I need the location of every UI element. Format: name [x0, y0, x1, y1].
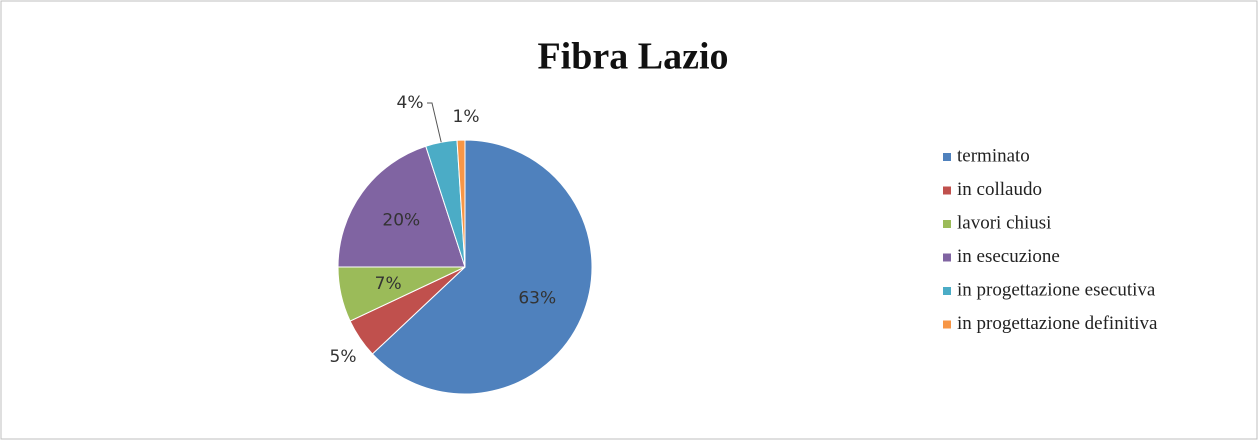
data-label: 1% — [453, 107, 480, 127]
legend-label: in collaudo — [957, 179, 1042, 200]
data-label: 4% — [397, 93, 424, 113]
data-label: 63% — [518, 288, 556, 308]
legend-swatch — [943, 186, 951, 195]
legend-label: in esecuzione — [957, 246, 1060, 267]
pie-slice — [456, 139, 466, 268]
legend-label: lavori chiusi — [957, 212, 1051, 233]
legend-swatch — [943, 153, 951, 161]
legend-swatch — [943, 253, 951, 262]
data-label: 5% — [330, 347, 357, 367]
pie-slice — [337, 145, 466, 268]
legend-label: in progettazione definitiva — [957, 313, 1158, 334]
legend-swatch — [943, 287, 951, 295]
legend-swatch — [943, 320, 951, 329]
chart-title: Fibra Lazio — [537, 36, 728, 78]
data-label: 7% — [375, 274, 402, 294]
leader-line — [427, 102, 442, 143]
legend-label: in progettazione esecutiva — [957, 279, 1156, 300]
legend-swatch — [943, 220, 951, 228]
pie-slice — [371, 139, 593, 395]
legend-label: terminato — [957, 145, 1030, 166]
data-label: 20% — [382, 211, 420, 231]
